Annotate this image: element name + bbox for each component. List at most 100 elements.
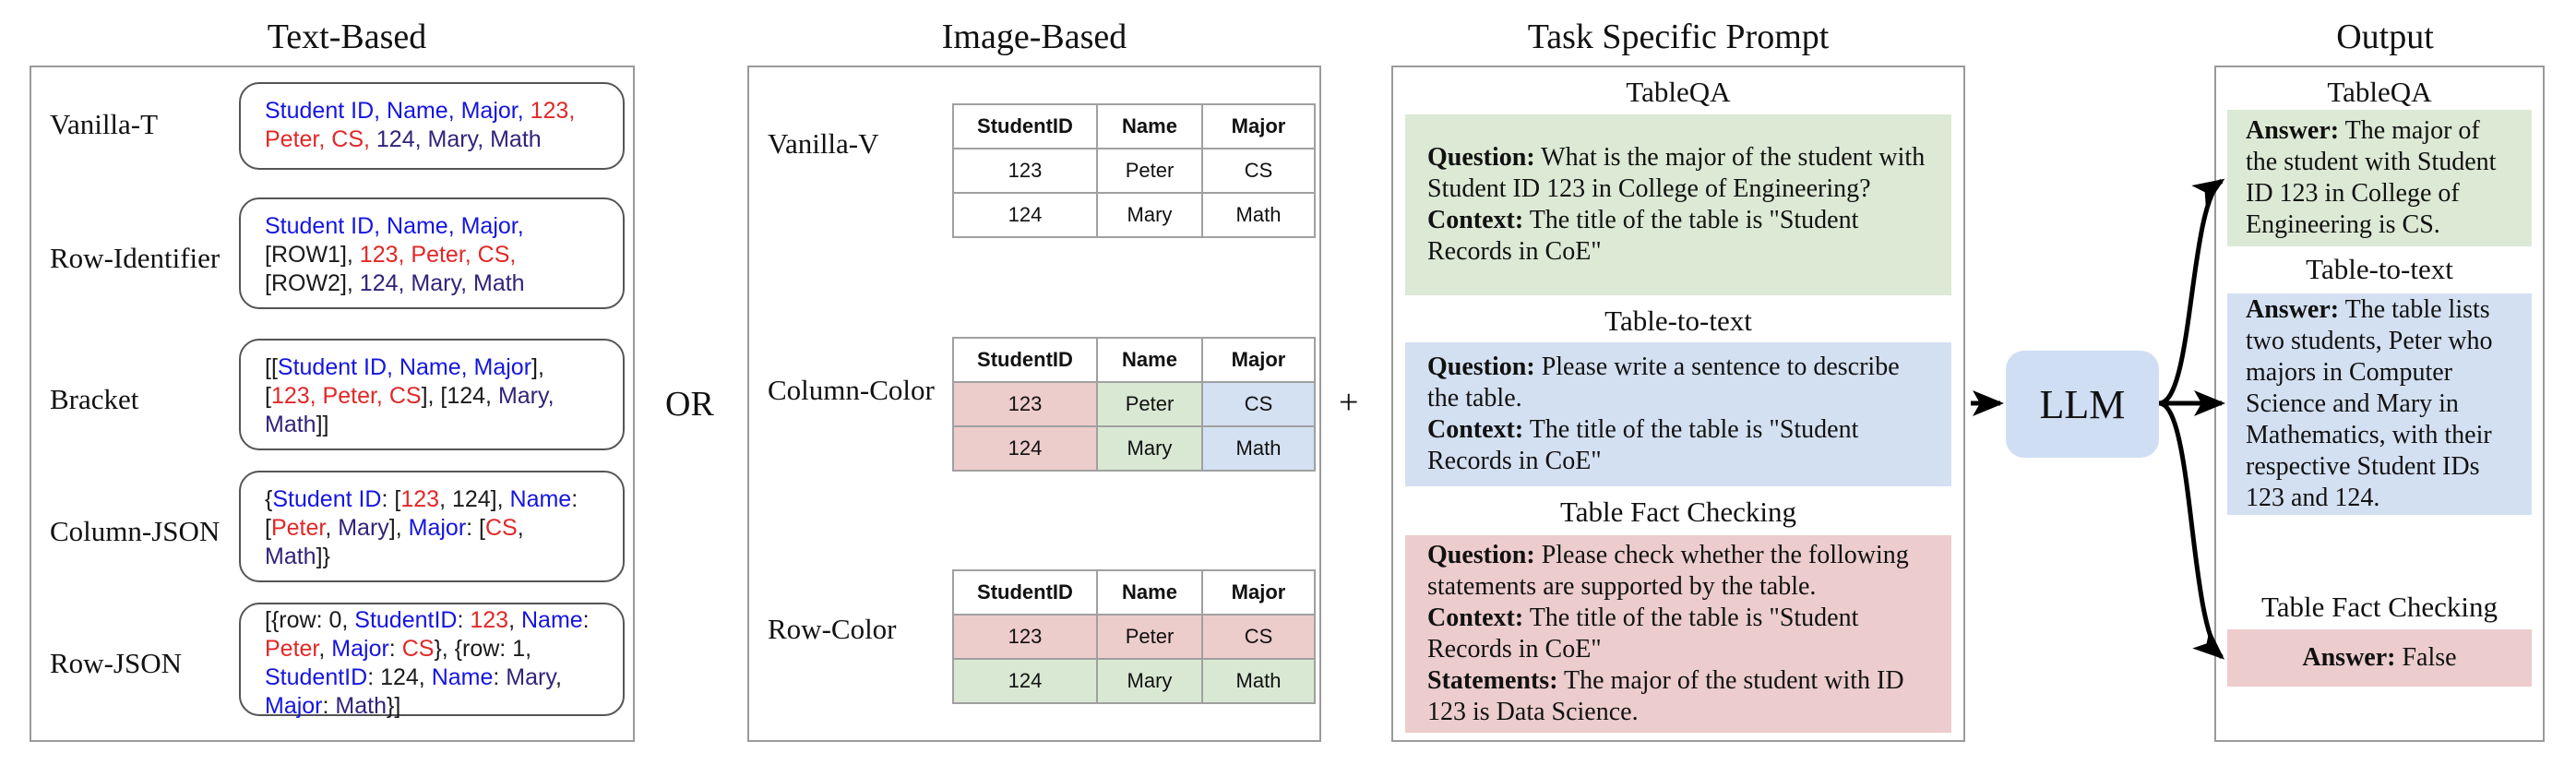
- prompt-tableqa-question: Question: What is the major of the stude…: [1427, 142, 1929, 205]
- output-table-to-text-heading: Table-to-text: [2306, 253, 2453, 285]
- statements-text: The major of the student with ID 123 is …: [1427, 666, 1904, 726]
- example-line: Math]]: [265, 411, 604, 439]
- token: 123, Peter, CS: [270, 383, 422, 409]
- token: Student ID, Name, Major: [277, 354, 532, 380]
- token: ],: [531, 354, 544, 380]
- example-line: Major: Math}]: [265, 692, 604, 721]
- question-text: What is the major of the student with St…: [1427, 143, 1926, 203]
- context-text: The title of the table is "Student Recor…: [1427, 415, 1859, 475]
- token: :: [571, 486, 578, 512]
- token: Name: [520, 607, 583, 633]
- token: Major: [331, 636, 389, 662]
- context-text: The title of the table is "Student Recor…: [1427, 206, 1859, 266]
- text-format-label: Row-Identifier: [50, 242, 221, 274]
- token: [ROW2],: [265, 270, 360, 296]
- token: :: [322, 693, 336, 719]
- prompt-tableqa-context: Context: The title of the table is "Stud…: [1427, 205, 1929, 268]
- output-tableqa-answer: Answer: The major of the student with St…: [2246, 115, 2513, 241]
- table-cell: Math: [1201, 425, 1316, 472]
- token: StudentID: [354, 607, 458, 633]
- example-line: Peter, CS, 124, Mary, Math: [265, 126, 604, 154]
- plus-connector: +: [1339, 383, 1359, 422]
- answer-text: The table lists two students, Peter who …: [2246, 295, 2493, 512]
- token: 123: [400, 486, 440, 512]
- token: Name: [431, 664, 494, 690]
- question-label: Question:: [1427, 143, 1535, 172]
- prompt-table-to-text-box: Question: Please write a sentence to des…: [1405, 342, 1951, 486]
- example-line: [[Student ID, Name, Major],: [265, 353, 604, 382]
- token: :: [582, 607, 590, 633]
- question-text: Please write a sentence to describe the …: [1427, 353, 1900, 412]
- token: }]: [387, 693, 401, 719]
- token: 123,: [530, 98, 576, 124]
- table-header-cell: Major: [1201, 103, 1316, 149]
- table-header-cell: Major: [1201, 569, 1316, 616]
- output-tableqa-heading: TableQA: [2327, 76, 2432, 108]
- token: , 124],: [439, 486, 510, 512]
- table-row: 123 Peter CS: [952, 381, 1316, 427]
- token: : 124,: [367, 664, 432, 690]
- text-format-example: {Student ID: [123, 124], Name: [Peter, Ma…: [239, 471, 625, 582]
- token: ], [124,: [421, 383, 498, 409]
- table-cell: Peter: [1096, 614, 1203, 660]
- token: CS: [401, 636, 435, 662]
- token: CS: [485, 515, 518, 541]
- table-header-cell: Name: [1096, 103, 1203, 149]
- question-label: Question:: [1427, 353, 1535, 381]
- llm-node: LLM: [2006, 351, 2159, 458]
- table-cell: Peter: [1096, 381, 1203, 427]
- token: : [: [466, 515, 485, 541]
- output-table-to-text-box: Answer: The table lists two students, Pe…: [2227, 293, 2532, 515]
- table-header-cell: Name: [1096, 569, 1203, 616]
- answer-label: Answer:: [2246, 116, 2340, 145]
- table-row: 124 Mary Math: [952, 425, 1316, 472]
- table-cell: 123: [952, 614, 1098, 660]
- student-table-image: StudentID Name Major 123 Peter CS 124 Mary Math: [952, 337, 1316, 472]
- text-format-label: Bracket: [50, 383, 139, 415]
- table-cell: Mary: [1096, 192, 1203, 238]
- token: 123, Peter, CS,: [359, 242, 517, 268]
- table-header-cell: StudentID: [952, 337, 1098, 383]
- prompt-fc-statements: Statements: The major of the student wit…: [1427, 665, 1929, 728]
- output-fact-checking-box: Answer: False: [2227, 629, 2532, 687]
- context-text: The title of the table is "Student Recor…: [1427, 604, 1859, 663]
- table-cell: 123: [952, 381, 1098, 427]
- token: ]}: [316, 544, 330, 569]
- output-fact-checking-heading: Table Fact Checking: [2260, 591, 2498, 623]
- prompt-fc-question: Question: Please check whether the follo…: [1427, 540, 1929, 603]
- example-line: [ROW1], 123, Peter, CS,: [265, 241, 604, 269]
- text-format-label: Column-JSON: [50, 515, 221, 547]
- output-fc-answer: Answer: False: [2302, 642, 2456, 674]
- answer-text: False: [2395, 643, 2457, 672]
- token: Student ID: [272, 486, 382, 512]
- table-row: 124 Mary Math: [952, 192, 1316, 238]
- token: }, {row: 1,: [434, 636, 532, 662]
- token: Major: [408, 515, 467, 541]
- table-header-cell: StudentID: [952, 569, 1098, 616]
- prompt-t2t-context: Context: The title of the table is "Stud…: [1427, 414, 1929, 477]
- output-title: Output: [2336, 18, 2434, 56]
- table-cell: Mary: [1096, 425, 1203, 472]
- prompt-fact-checking-heading: Table Fact Checking: [1559, 496, 1797, 528]
- answer-label: Answer:: [2246, 295, 2340, 324]
- token: Math: [265, 412, 316, 437]
- token: Peter: [265, 636, 319, 662]
- token: Student ID, Name, Major,: [265, 213, 524, 239]
- table-header-cell: Name: [1096, 337, 1203, 383]
- table-cell: Math: [1201, 658, 1316, 704]
- question-text: Please check whether the following state…: [1427, 541, 1909, 601]
- token: Mary: [338, 515, 389, 541]
- table-header-cell: Major: [1201, 337, 1316, 383]
- text-format-label: Row-JSON: [50, 647, 182, 679]
- student-table-image: StudentID Name Major 123 Peter CS 124 Mary Math: [952, 569, 1316, 704]
- table-cell: 124: [952, 658, 1098, 704]
- prompt-tableqa-heading: TableQA: [1626, 76, 1731, 108]
- token: :: [493, 664, 507, 690]
- context-label: Context:: [1427, 604, 1524, 632]
- question-label: Question:: [1427, 541, 1535, 569]
- token: 124, Mary, Math: [376, 126, 542, 152]
- token: Peter, CS,: [265, 126, 376, 152]
- token: Mary,: [497, 383, 555, 409]
- token: Math: [335, 693, 388, 719]
